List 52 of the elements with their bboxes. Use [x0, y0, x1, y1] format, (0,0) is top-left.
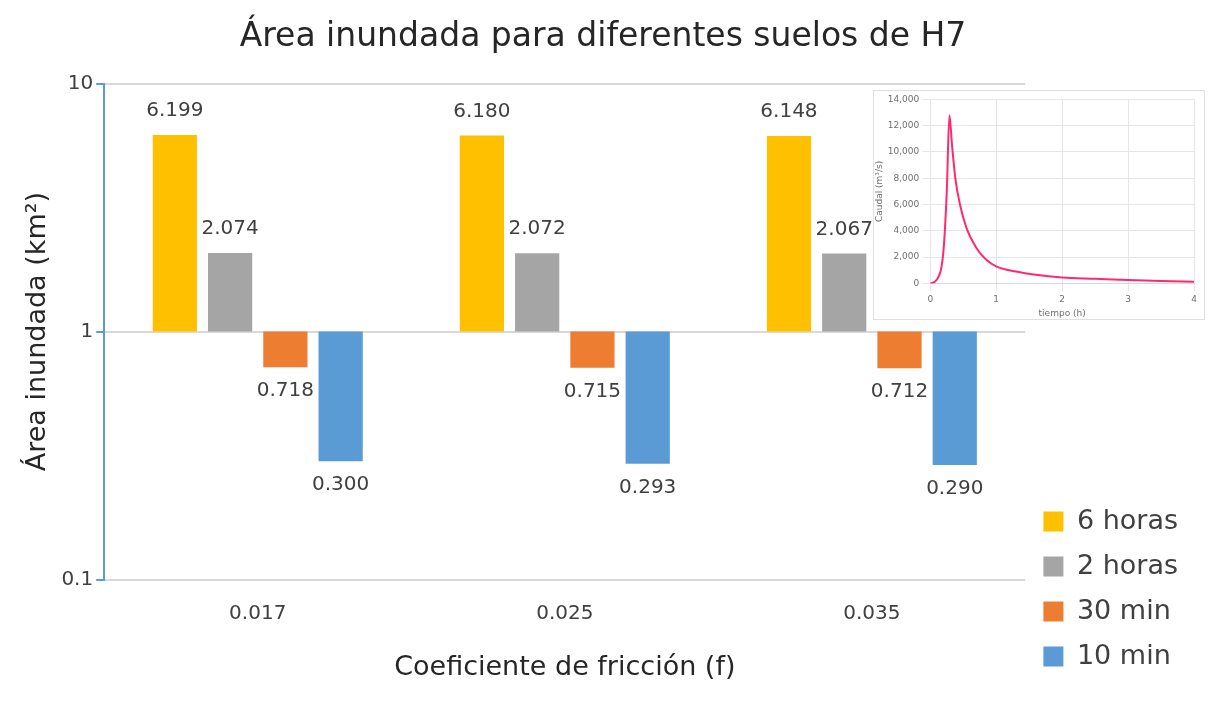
data-label: 6.180 — [453, 97, 511, 122]
data-label: 0.718 — [256, 377, 315, 402]
x-tick-label: 2 — [1059, 294, 1066, 305]
data-label: 6.199 — [146, 97, 204, 122]
data-label: 0.715 — [563, 377, 622, 402]
data-label: 6.148 — [760, 98, 818, 123]
y-tick-label: 1 — [80, 317, 94, 342]
chart-title: Área inundada para diferentes suelos de H7 — [239, 14, 967, 55]
y-tick-label: 10 — [67, 69, 94, 94]
x-axis-title: Coeficiente de fricción (f) — [394, 649, 736, 681]
data-label: 0.300 — [312, 471, 370, 496]
bar — [877, 331, 922, 369]
x-tick-label: 1 — [993, 294, 1000, 305]
y-tick-label: 6,000 — [893, 198, 920, 209]
x-tick-label: 0.025 — [536, 599, 594, 624]
y-tick-label: 4,000 — [893, 225, 920, 236]
bar — [152, 135, 197, 332]
legend-label: 10 min — [1076, 638, 1171, 670]
x-axis-title: tiempo (h) — [1038, 307, 1086, 318]
y-tick-label: 12,000 — [887, 120, 920, 131]
legend-label: 2 horas — [1076, 548, 1178, 580]
x-tick-label: 4 — [1191, 294, 1198, 305]
data-label: 2.072 — [508, 215, 566, 240]
bar — [459, 135, 504, 332]
y-tick-label: 8,000 — [893, 172, 920, 183]
bar — [625, 331, 670, 464]
data-label: 2.067 — [815, 215, 873, 240]
bar — [570, 331, 615, 368]
data-label: 0.712 — [870, 378, 929, 403]
x-tick-label: 3 — [1125, 294, 1131, 305]
y-axis-title: Caudal (m³/s) — [873, 160, 884, 223]
y-tick-label: 2,000 — [893, 251, 920, 262]
bar — [318, 331, 363, 462]
data-label: 2.074 — [201, 215, 259, 240]
legend-label: 6 horas — [1076, 503, 1178, 535]
y-tick-label: 0.1 — [61, 565, 94, 590]
legend-label: 30 min — [1076, 593, 1171, 625]
data-label: 0.290 — [926, 475, 984, 500]
x-tick-label: 0.017 — [229, 599, 287, 624]
y-tick-label: 14,000 — [887, 93, 920, 104]
x-tick-label: 0.035 — [843, 599, 901, 624]
bar — [932, 331, 977, 465]
y-axis-title: Área inundada (km²) — [20, 191, 52, 472]
bar — [515, 253, 560, 332]
data-label: 0.293 — [619, 474, 677, 499]
x-tick-label: 0 — [927, 294, 934, 305]
bar — [207, 253, 253, 332]
bar — [263, 331, 308, 368]
bar — [822, 253, 867, 332]
bar — [766, 135, 812, 332]
y-tick-label: 10,000 — [887, 146, 920, 157]
y-tick-label: 0 — [913, 277, 920, 288]
